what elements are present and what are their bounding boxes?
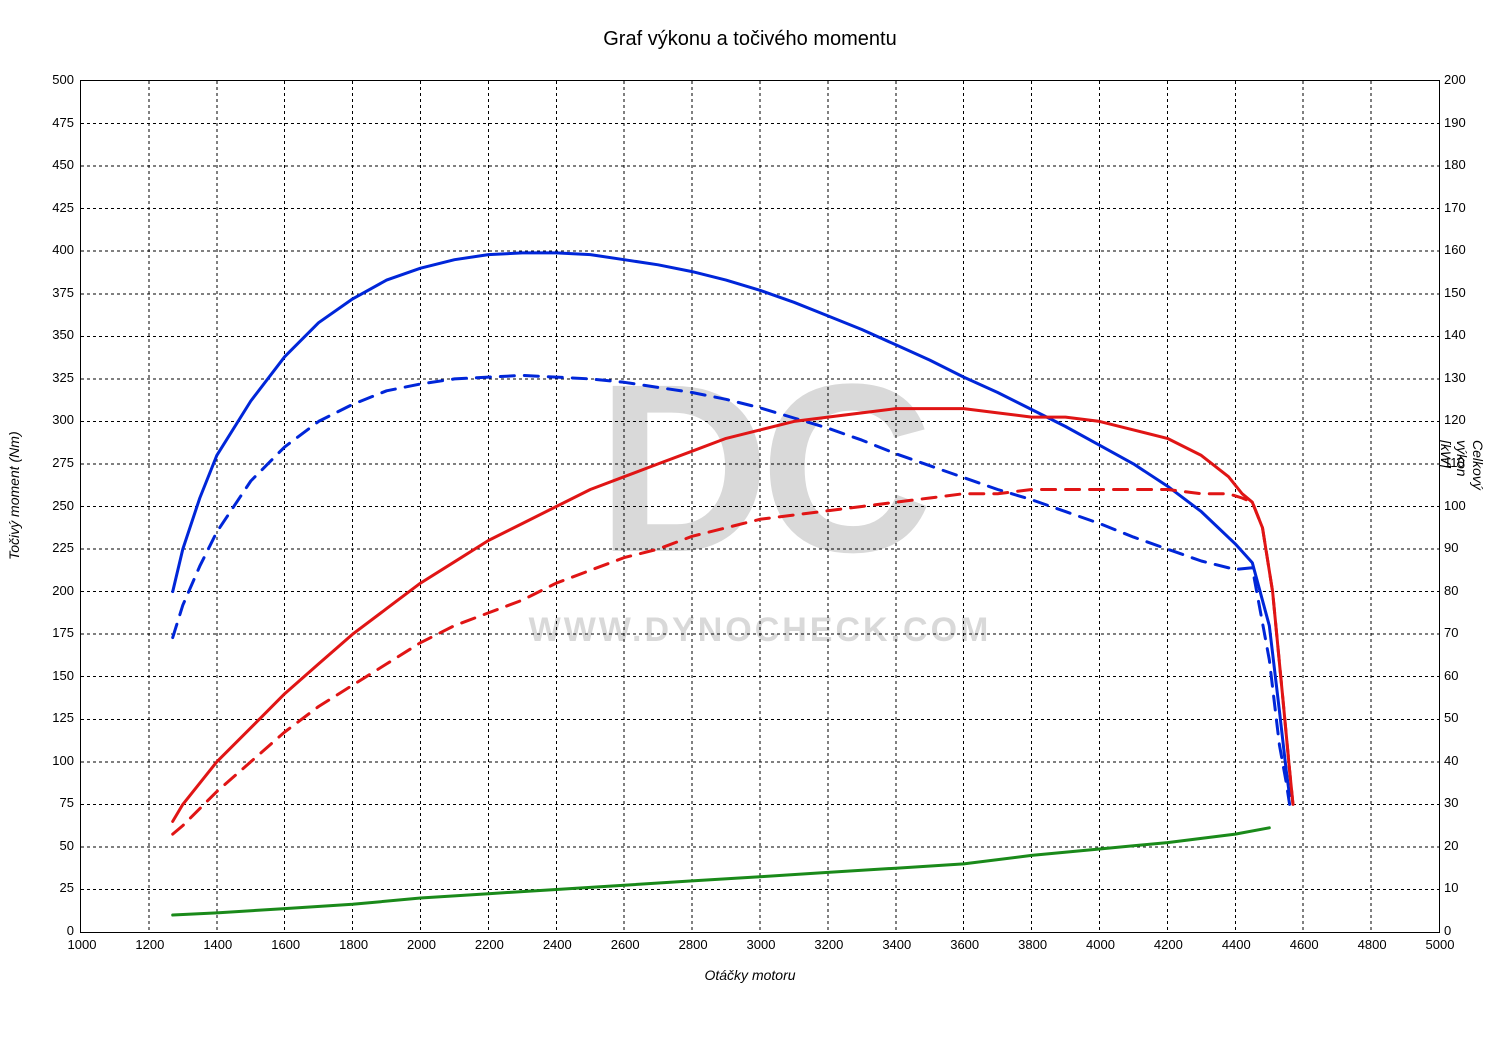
y-right-tick-label: 80 bbox=[1444, 583, 1458, 598]
y-right-tick-label: 40 bbox=[1444, 753, 1458, 768]
y-right-tick-label: 180 bbox=[1444, 157, 1466, 172]
y-left-tick-label: 225 bbox=[52, 540, 74, 555]
x-tick-label: 3800 bbox=[1016, 937, 1050, 952]
x-tick-label: 4400 bbox=[1219, 937, 1253, 952]
y-left-tick-label: 75 bbox=[60, 795, 74, 810]
y-right-tick-label: 200 bbox=[1444, 72, 1466, 87]
y-left-tick-label: 325 bbox=[52, 370, 74, 385]
x-tick-label: 4200 bbox=[1151, 937, 1185, 952]
y-left-tick-label: 200 bbox=[52, 583, 74, 598]
y-right-tick-label: 190 bbox=[1444, 115, 1466, 130]
y-right-tick-label: 90 bbox=[1444, 540, 1458, 555]
x-tick-label: 2200 bbox=[472, 937, 506, 952]
y-left-tick-label: 50 bbox=[60, 838, 74, 853]
x-tick-label: 4000 bbox=[1084, 937, 1118, 952]
y-left-tick-label: 500 bbox=[52, 72, 74, 87]
x-axis-label: Otáčky motoru bbox=[0, 967, 1500, 983]
x-tick-label: 5000 bbox=[1423, 937, 1457, 952]
x-tick-label: 1600 bbox=[269, 937, 303, 952]
y-right-tick-label: 150 bbox=[1444, 285, 1466, 300]
y-right-tick-label: 110 bbox=[1444, 455, 1465, 470]
chart-title: Graf výkonu a točivého momentu bbox=[0, 28, 1500, 51]
x-tick-label: 2000 bbox=[405, 937, 439, 952]
y-right-tick-label: 0 bbox=[1444, 923, 1451, 938]
x-tick-label: 1800 bbox=[337, 937, 371, 952]
y-left-tick-label: 375 bbox=[52, 285, 74, 300]
y-left-tick-label: 350 bbox=[52, 327, 74, 342]
y-right-tick-label: 160 bbox=[1444, 242, 1466, 257]
y-left-tick-label: 250 bbox=[52, 498, 74, 513]
y-right-tick-label: 170 bbox=[1444, 200, 1466, 215]
grid bbox=[81, 81, 1439, 932]
y-left-tick-label: 425 bbox=[52, 200, 74, 215]
y-left-tick-label: 150 bbox=[52, 668, 74, 683]
y-right-tick-label: 100 bbox=[1444, 498, 1466, 513]
plot-svg: DC WWW.DYNOCHECK.COM bbox=[81, 81, 1439, 932]
x-tick-label: 3000 bbox=[744, 937, 778, 952]
x-tick-label: 2600 bbox=[608, 937, 642, 952]
y-right-tick-label: 30 bbox=[1444, 795, 1458, 810]
y-right-tick-label: 140 bbox=[1444, 327, 1466, 342]
x-tick-label: 3200 bbox=[812, 937, 846, 952]
y-left-tick-label: 275 bbox=[52, 455, 74, 470]
y-right-tick-label: 10 bbox=[1444, 880, 1458, 895]
x-tick-label: 1000 bbox=[65, 937, 99, 952]
x-tick-label: 3600 bbox=[948, 937, 982, 952]
y-left-tick-label: 0 bbox=[67, 923, 74, 938]
x-tick-label: 3400 bbox=[880, 937, 914, 952]
y-left-tick-label: 475 bbox=[52, 115, 74, 130]
x-tick-label: 1400 bbox=[201, 937, 235, 952]
y-left-tick-label: 100 bbox=[52, 753, 74, 768]
x-tick-label: 4600 bbox=[1287, 937, 1321, 952]
y-right-tick-label: 130 bbox=[1444, 370, 1466, 385]
y-left-tick-label: 300 bbox=[52, 412, 74, 427]
y-right-tick-label: 60 bbox=[1444, 668, 1458, 683]
y-left-tick-label: 175 bbox=[52, 625, 74, 640]
plot-area: DC WWW.DYNOCHECK.COM bbox=[80, 80, 1440, 933]
y-right-tick-label: 20 bbox=[1444, 838, 1458, 853]
x-tick-label: 2800 bbox=[676, 937, 710, 952]
y-left-tick-label: 25 bbox=[60, 880, 74, 895]
y-right-tick-label: 50 bbox=[1444, 710, 1458, 725]
y-right-tick-label: 120 bbox=[1444, 412, 1466, 427]
x-tick-label: 1200 bbox=[133, 937, 167, 952]
series-losses bbox=[173, 828, 1270, 915]
x-tick-label: 2400 bbox=[540, 937, 574, 952]
y-left-tick-label: 400 bbox=[52, 242, 74, 257]
y-left-axis-label: Točivý moment (Nm) bbox=[6, 431, 22, 560]
y-left-tick-label: 450 bbox=[52, 157, 74, 172]
y-right-tick-label: 70 bbox=[1444, 625, 1458, 640]
x-tick-label: 4800 bbox=[1355, 937, 1389, 952]
y-left-tick-label: 125 bbox=[52, 710, 74, 725]
